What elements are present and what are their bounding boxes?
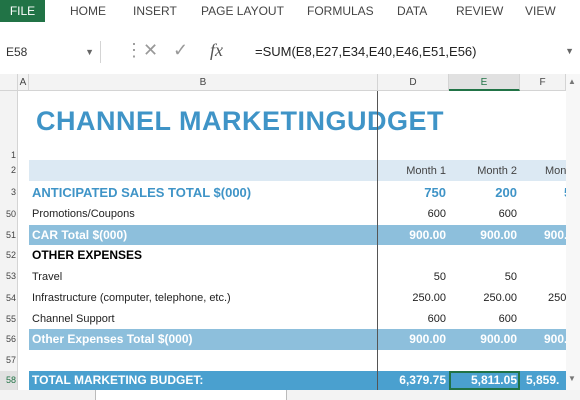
infrastructure-month-3[interactable]: 250: [548, 292, 567, 304]
car-total-month-3[interactable]: 900.: [544, 228, 568, 242]
travel-label[interactable]: Travel: [32, 271, 63, 283]
row-header-56[interactable]: 56: [0, 329, 18, 350]
scroll-down-icon[interactable]: ▼: [568, 374, 576, 383]
freeze-pane-line: [377, 91, 378, 400]
channel-support-label[interactable]: Channel Support: [32, 313, 115, 325]
formula-input[interactable]: =SUM(E8,E27,E34,E40,E46,E51,E56): [255, 44, 477, 59]
tab-page-layout[interactable]: PAGE LAYOUT: [201, 4, 284, 18]
anticipated-month-2[interactable]: 200: [495, 185, 517, 200]
channel-support-month-2[interactable]: 600: [498, 313, 517, 325]
column-header-e[interactable]: E: [449, 74, 520, 91]
ribbon: FILE HOME INSERT PAGE LAYOUT FORMULAS DA…: [0, 0, 580, 22]
vertical-scrollbar[interactable]: ▲ ▼: [566, 74, 580, 400]
column-header-d[interactable]: D: [378, 74, 449, 91]
expand-formula-bar-icon[interactable]: ▼: [565, 46, 574, 56]
total-budget-label[interactable]: TOTAL MARKETING BUDGET:: [32, 373, 204, 387]
column-header-f[interactable]: F: [520, 74, 566, 91]
travel-month-1[interactable]: 50: [433, 271, 446, 283]
total-budget-month-1[interactable]: 6,379.75: [399, 373, 446, 387]
month-header-band: [29, 160, 580, 181]
infrastructure-month-2[interactable]: 250.00: [483, 292, 517, 304]
more-icon: ⋮: [125, 40, 143, 60]
row-header-58[interactable]: 58: [0, 371, 18, 390]
row-header-3[interactable]: 3: [0, 181, 18, 204]
row-header-50[interactable]: 50: [0, 204, 18, 225]
selected-cell-e58[interactable]: [449, 371, 520, 390]
insert-function-icon[interactable]: fx: [210, 40, 223, 60]
spreadsheet-grid[interactable]: A B D E F 1 2 3 50 51 52 53 54 55 56 57 …: [0, 74, 580, 400]
promotions-month-2[interactable]: 600: [498, 208, 517, 220]
month-1-header[interactable]: Month 1: [406, 165, 446, 177]
row-header-54[interactable]: 54: [0, 287, 18, 309]
infrastructure-month-1[interactable]: 250.00: [412, 292, 446, 304]
promotions-label[interactable]: Promotions/Coupons: [32, 208, 135, 220]
total-budget-month-3[interactable]: 5,859.: [526, 373, 560, 387]
tab-view[interactable]: VIEW: [525, 4, 556, 18]
row-header-52[interactable]: 52: [0, 245, 18, 266]
car-total-band: [29, 225, 580, 245]
car-total-month-2[interactable]: 900.00: [480, 228, 517, 242]
enter-icon[interactable]: ✓: [173, 40, 189, 60]
name-box-value: E58: [6, 45, 28, 59]
column-header-b[interactable]: B: [29, 74, 378, 91]
name-box[interactable]: E58 ▼: [0, 41, 101, 63]
sheet-tabs-bar: [0, 390, 580, 400]
column-header-a[interactable]: A: [18, 74, 29, 91]
anticipated-sales-label[interactable]: ANTICIPATED SALES TOTAL $(000): [32, 185, 252, 200]
infrastructure-label[interactable]: Infrastructure (computer, telephone, etc…: [32, 292, 231, 304]
row-header-53[interactable]: 53: [0, 266, 18, 287]
select-all-corner[interactable]: [0, 74, 18, 91]
car-total-label[interactable]: CAR Total $(000): [32, 228, 128, 242]
name-box-dropdown-icon[interactable]: ▼: [85, 47, 94, 57]
other-total-month-3[interactable]: 900.: [544, 332, 568, 346]
total-budget-band: [29, 371, 580, 390]
tab-home[interactable]: HOME: [70, 4, 106, 18]
other-expenses-heading[interactable]: OTHER EXPENSES: [32, 248, 143, 262]
other-total-label[interactable]: Other Expenses Total $(000): [32, 332, 193, 346]
other-total-band: [29, 329, 580, 350]
sheet-title[interactable]: CHANNEL MARKETINGUDGET: [36, 106, 444, 136]
sheet-tab[interactable]: [95, 390, 287, 400]
month-3-header[interactable]: Mont: [545, 165, 570, 177]
anticipated-month-1[interactable]: 750: [424, 185, 446, 200]
other-total-month-1[interactable]: 900.00: [409, 332, 446, 346]
month-2-header[interactable]: Month 2: [477, 165, 517, 177]
other-total-month-2[interactable]: 900.00: [480, 332, 517, 346]
promotions-month-1[interactable]: 600: [427, 208, 446, 220]
travel-month-2[interactable]: 50: [504, 271, 517, 283]
formula-bar: E58 ▼ ⋮ ✕ ✓ fx =SUM(E8,E27,E34,E40,E46,E…: [0, 37, 580, 67]
total-budget-month-2[interactable]: 5,811.05: [470, 373, 517, 387]
tab-insert[interactable]: INSERT: [133, 4, 177, 18]
row-header-1[interactable]: 1: [0, 91, 18, 160]
scroll-up-icon[interactable]: ▲: [568, 77, 576, 86]
row-header-51[interactable]: 51: [0, 225, 18, 245]
tab-data[interactable]: DATA: [397, 4, 428, 18]
cancel-icon[interactable]: ✕: [143, 40, 159, 60]
tab-formulas[interactable]: FORMULAS: [307, 4, 374, 18]
row-header-55[interactable]: 55: [0, 309, 18, 329]
file-tab[interactable]: FILE: [0, 0, 45, 22]
tab-review[interactable]: REVIEW: [456, 4, 504, 18]
channel-support-month-1[interactable]: 600: [427, 313, 446, 325]
row-header-57[interactable]: 57: [0, 350, 18, 371]
row-header-2[interactable]: 2: [0, 160, 18, 181]
car-total-month-1[interactable]: 900.00: [409, 228, 446, 242]
